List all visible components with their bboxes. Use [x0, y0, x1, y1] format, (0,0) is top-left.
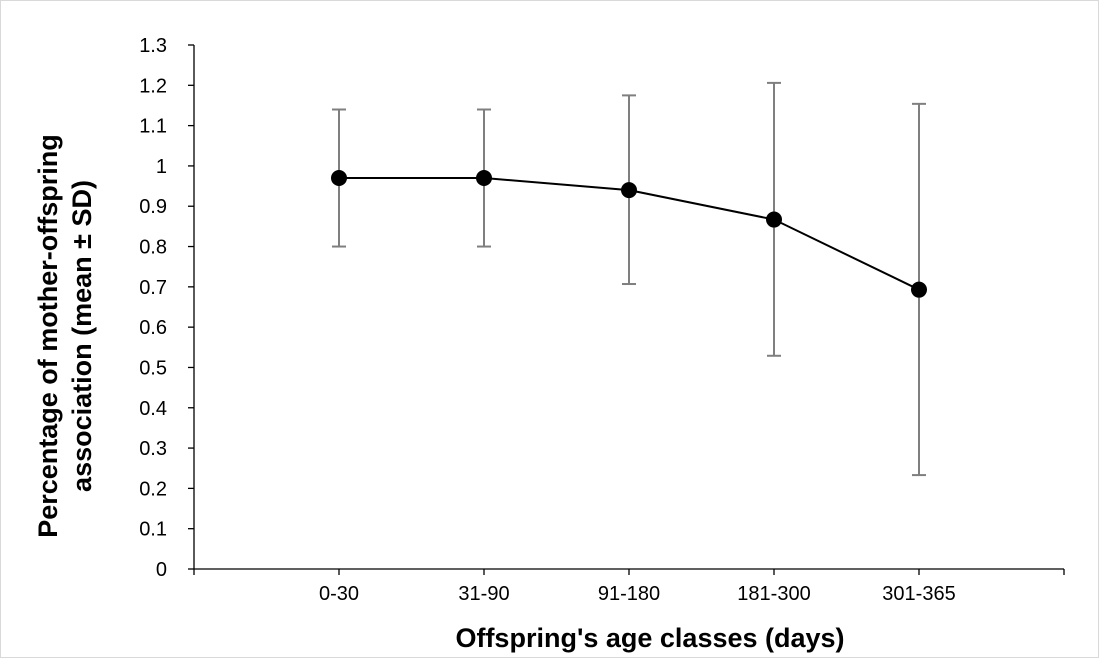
- y-tick-label: 1: [156, 156, 167, 178]
- y-axis-title-line-1: Percentage of mother-offspring: [33, 134, 63, 538]
- y-tick-label: 0.9: [139, 196, 167, 218]
- y-tick-label: 1.1: [139, 116, 167, 138]
- x-tick-label: 181-300: [737, 583, 810, 605]
- y-tick-label: 0.7: [139, 277, 167, 299]
- y-tick-label: 0.6: [139, 317, 167, 339]
- y-tick-label: 1.3: [139, 35, 167, 57]
- y-tick-label: 0.4: [139, 398, 167, 420]
- data-point: [621, 182, 637, 199]
- data-point: [331, 170, 347, 187]
- y-tick-label: 0.3: [139, 438, 167, 460]
- y-axis-title: Percentage of mother-offspring associati…: [33, 134, 97, 538]
- x-tick-label: 91-180: [598, 583, 660, 605]
- data-point: [911, 281, 927, 298]
- y-tick-label: 0.5: [139, 357, 167, 379]
- x-tick-label: 31-90: [458, 583, 509, 605]
- y-tick-label: 0.1: [139, 519, 167, 541]
- data-point: [766, 211, 782, 228]
- x-tick-label: 0-30: [319, 583, 359, 605]
- x-tick-label: 301-365: [882, 583, 955, 605]
- y-tick-label: 1.2: [139, 75, 167, 97]
- x-axis-title: Offspring's age classes (days): [455, 623, 844, 653]
- y-tick-label: 0: [156, 559, 167, 581]
- data-point: [476, 170, 492, 187]
- y-tick-label: 0.2: [139, 478, 167, 500]
- y-tick-label: 0.8: [139, 237, 167, 259]
- y-axis-title-line-2: association (mean ± SD): [67, 180, 97, 492]
